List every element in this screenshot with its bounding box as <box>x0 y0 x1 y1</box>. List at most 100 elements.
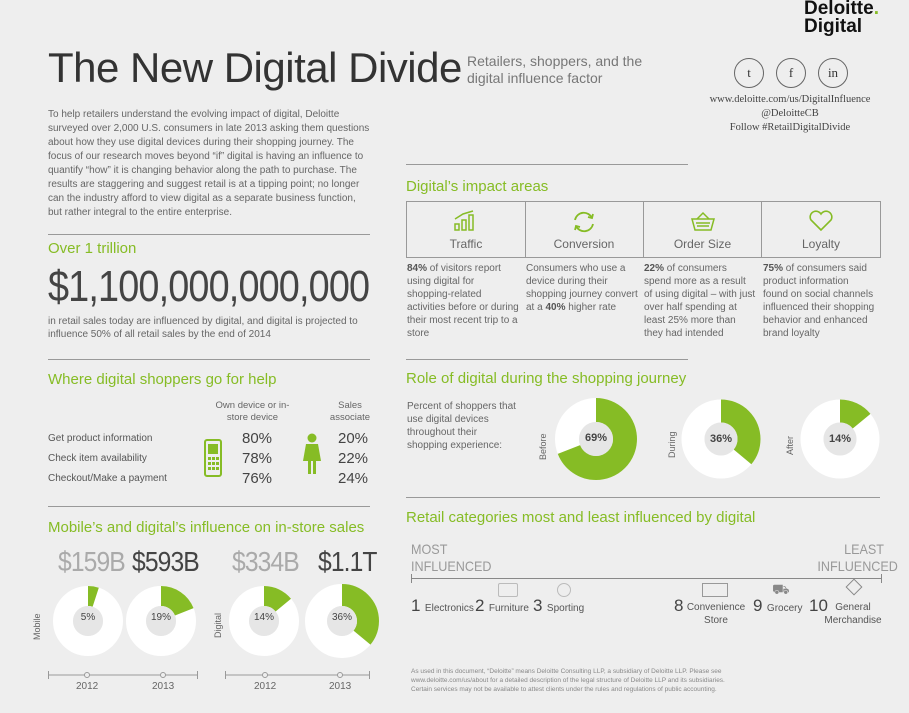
deloitte-digital-logo: Deloitte. Digital <box>804 0 879 36</box>
logo-line1: Deloitte <box>804 0 874 19</box>
impact-box-loyalty: Loyalty <box>762 201 881 258</box>
amount-mobile-2013: $593B <box>132 546 200 577</box>
divider <box>406 359 688 360</box>
help-row-device: 76% <box>242 470 273 487</box>
group-label-mobile: Mobile <box>32 613 42 640</box>
table-row: Get product information 80% 20% <box>48 430 378 450</box>
donut-label: 36% <box>709 433 733 445</box>
table-row: Check item availability 78% 22% <box>48 450 378 470</box>
twitter-glyph: t <box>747 65 751 80</box>
year-label: 2013 <box>152 681 175 692</box>
facebook-icon[interactable]: f <box>776 58 806 88</box>
impact-desc: Consumers who use a device during their … <box>526 263 638 313</box>
help-row-associate: 24% <box>338 470 369 487</box>
grocery-cart-icon: ⛟ <box>772 581 790 597</box>
category-axis <box>411 578 882 579</box>
journey-desc: Percent of shoppers that use digital dev… <box>407 401 516 451</box>
stage-label: During <box>667 431 677 458</box>
convenience-store-icon <box>702 583 728 597</box>
impact-desc: of consumers said product information fo… <box>763 263 875 339</box>
impact-text-order-size: 22% of consumers spend more as a result … <box>644 262 756 340</box>
donut-segment <box>126 586 196 656</box>
help-col-associate: Sales associate <box>329 400 371 423</box>
logo-line2: Digital <box>804 16 863 37</box>
trillion-label: Over 1 trillion <box>48 240 137 257</box>
contact-handle[interactable]: @DeloitteCB <box>761 108 819 119</box>
donut-label: 14% <box>253 612 274 623</box>
category-rank: 2 <box>475 596 485 615</box>
donut-during <box>681 399 761 484</box>
donut-label: 19% <box>150 612 171 623</box>
help-col-device: Own device or in-store device <box>215 400 290 423</box>
heart-icon <box>809 210 833 232</box>
impact-text-traffic: 84% of visitors report using digital for… <box>407 262 519 340</box>
intro-paragraph: To help retailers understand the evolvin… <box>48 109 370 218</box>
twitter-icon[interactable]: t <box>734 58 764 88</box>
year-label: 2012 <box>254 681 277 692</box>
amount-digital-2012: $334B <box>232 546 300 577</box>
impact-desc: of visitors report using digital for sho… <box>407 263 519 339</box>
donut-label: 69% <box>584 432 608 444</box>
category-name: Grocery <box>766 603 803 614</box>
timeline-mobile <box>48 666 198 684</box>
divider <box>406 497 880 498</box>
impact-stat: 22% <box>644 263 665 274</box>
help-table: Get product information 80% 20% Check it… <box>48 430 378 490</box>
instore-title: Mobile’s and digital’s influence on in-s… <box>48 519 365 536</box>
basket-icon <box>690 211 715 231</box>
donut-center <box>146 606 176 636</box>
category-rank: 1 <box>411 596 421 615</box>
impact-text-loyalty: 75% of consumers said product informatio… <box>763 262 875 340</box>
impact-box-conversion: Conversion <box>525 201 644 258</box>
contact-hashtag: Follow #RetailDigitalDivide <box>729 122 851 133</box>
impact-label: Order Size <box>673 237 732 251</box>
help-row-associate: 22% <box>338 450 369 467</box>
divider <box>48 234 370 235</box>
donut-digital-2013 <box>305 584 379 663</box>
impact-text-conversion: Consumers who use a device during their … <box>526 262 638 314</box>
axis-tick <box>411 574 412 583</box>
donut-mobile-2013 <box>126 586 196 661</box>
linkedin-icon[interactable]: in <box>818 58 848 88</box>
impact-box-order-size: Order Size <box>644 201 762 258</box>
amount-mobile-2012: $159B <box>58 546 126 577</box>
category-name: Electronics <box>424 603 474 614</box>
help-title: Where digital shoppers go for help <box>48 371 277 388</box>
category-item: 1 Electronics <box>411 596 474 616</box>
help-row-device: 80% <box>242 430 273 447</box>
category-rank: 10 <box>809 596 828 615</box>
impact-stat: 84% <box>407 263 428 274</box>
divider <box>406 164 688 165</box>
category-name: Sporting <box>546 603 585 614</box>
trillion-desc: in retail sales today are influenced by … <box>48 316 358 340</box>
furniture-icon <box>498 583 518 597</box>
axis-tick <box>881 574 882 583</box>
donut-center <box>579 422 613 456</box>
help-row-label: Get product information <box>48 433 153 444</box>
donut-mobile-2012 <box>53 586 123 661</box>
donut-before <box>555 398 637 485</box>
group-label-digital: Digital <box>213 612 223 638</box>
donut-segment <box>229 586 299 656</box>
category-rank: 9 <box>753 596 763 615</box>
donut-digital-2012 <box>229 586 299 661</box>
logo-dot: . <box>873 0 879 19</box>
help-row-device: 78% <box>242 450 273 467</box>
least-influenced-label: LEAST INFLUENCED <box>817 541 898 574</box>
donut-after <box>800 399 880 484</box>
sales-associate-icon <box>302 433 322 480</box>
page-title: The New Digital Divide <box>48 44 462 91</box>
impact-label: Conversion <box>553 237 615 251</box>
impact-desc: of consumers spend more as a result of u… <box>644 263 756 339</box>
categories-title: Retail categories most and least influen… <box>406 509 756 526</box>
bar-chart-icon <box>454 210 474 231</box>
category-name: Furniture <box>488 603 529 614</box>
divider <box>48 359 370 360</box>
phone-icon <box>204 439 222 482</box>
donut-segment <box>555 398 637 480</box>
sporting-icon <box>557 583 571 597</box>
contact-url[interactable]: www.deloitte.com/us/DigitalInfluence <box>709 94 871 105</box>
facebook-glyph: f <box>788 65 794 80</box>
donut-segment <box>305 584 379 658</box>
category-item: 3 Sporting <box>533 596 584 616</box>
